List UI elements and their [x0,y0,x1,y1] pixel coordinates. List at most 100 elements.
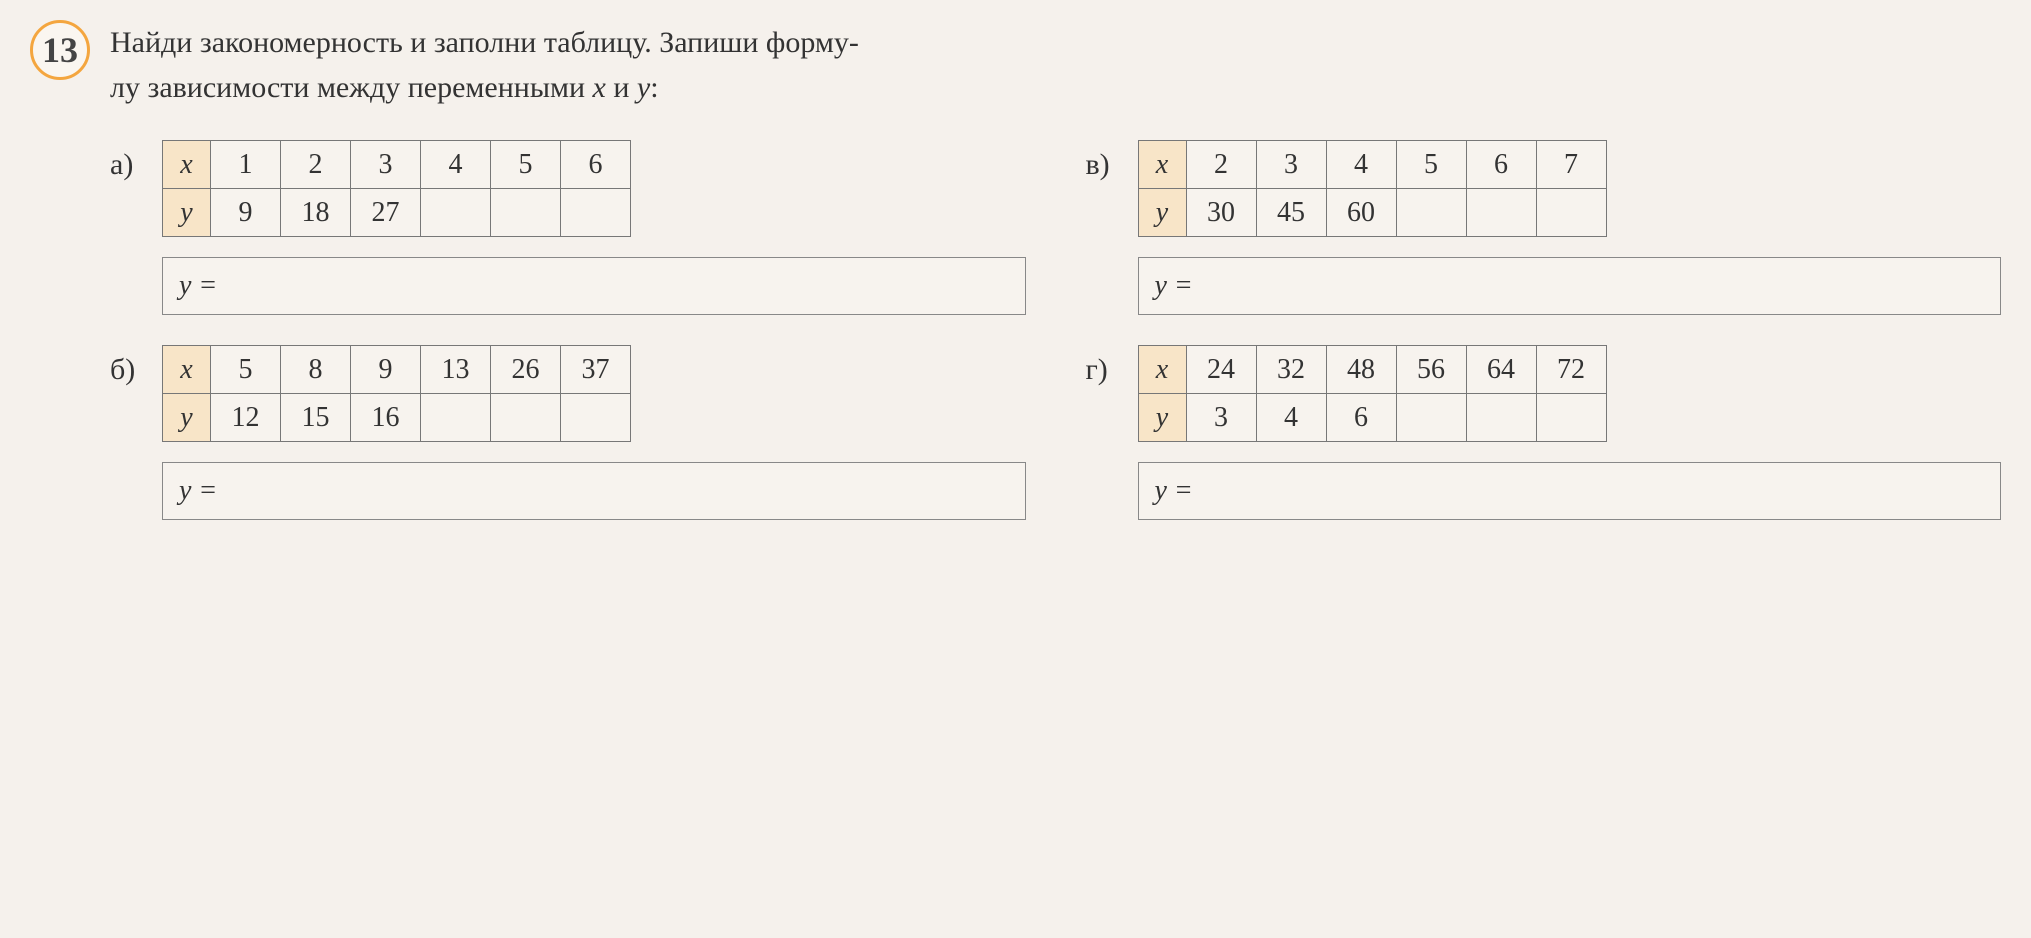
table-row: y 9 18 27 [163,189,631,237]
cell: 60 [1326,189,1396,237]
table-a: x 1 2 3 4 5 6 y 9 18 27 [162,140,631,237]
cell: 56 [1396,346,1466,394]
cell: 7 [1536,141,1606,189]
cell[interactable] [561,394,631,442]
cell: 2 [281,141,351,189]
cell: 4 [1256,394,1326,442]
formula-prefix: y = [1155,270,1193,302]
formula-prefix: y = [1155,475,1193,507]
cell[interactable] [1536,189,1606,237]
cell: 2 [1186,141,1256,189]
content-area: Найди закономерность и заполни таблицу. … [110,20,2001,520]
cell: 3 [1256,141,1326,189]
sub-label-b: б) [110,345,150,387]
cell: 1 [211,141,281,189]
formula-box-a[interactable]: y = [162,257,1026,315]
cell[interactable] [421,189,491,237]
cell: 5 [491,141,561,189]
row-label-x: x [163,141,211,189]
table-v: x 2 3 4 5 6 7 y 30 45 60 [1138,140,1607,237]
cell[interactable] [561,189,631,237]
sub-label-v: в) [1086,140,1126,182]
cell[interactable] [1396,189,1466,237]
formula-prefix: y = [179,475,217,507]
row-label-y: y [1138,189,1186,237]
formula-box-b[interactable]: y = [162,462,1026,520]
table-wrap-a: x 1 2 3 4 5 6 y 9 18 27 [162,140,1026,315]
row-label-y: y [163,394,211,442]
cell: 5 [211,346,281,394]
cell[interactable] [1466,189,1536,237]
cell[interactable] [1466,394,1536,442]
cell: 27 [351,189,421,237]
task-text: Найди закономерность и заполни таблицу. … [110,20,2001,110]
cell: 9 [211,189,281,237]
cell: 24 [1186,346,1256,394]
cell: 16 [351,394,421,442]
cell: 64 [1466,346,1536,394]
row-label-y: y [163,189,211,237]
table-block-b: б) x 5 8 9 13 26 37 y [110,345,1026,520]
sub-label-a: а) [110,140,150,182]
table-b: x 5 8 9 13 26 37 y 12 15 16 [162,345,631,442]
colon: : [650,71,658,104]
cell: 18 [281,189,351,237]
formula-prefix: y = [179,270,217,302]
table-row: x 5 8 9 13 26 37 [163,346,631,394]
cell: 8 [281,346,351,394]
cell: 3 [351,141,421,189]
table-block-g: г) x 24 32 48 56 64 72 y [1086,345,2002,520]
cell: 12 [211,394,281,442]
table-row: x 24 32 48 56 64 72 [1138,346,1606,394]
cell: 72 [1536,346,1606,394]
cell: 4 [421,141,491,189]
exercise-container: 13 Найди закономерность и заполни таблиц… [30,20,2001,520]
task-text-line1: Найди закономерность и заполни таблицу. … [110,26,859,59]
var-y: y [637,71,650,104]
table-wrap-b: x 5 8 9 13 26 37 y 12 15 16 [162,345,1026,520]
row-label-x: x [1138,141,1186,189]
task-text-line2: лу зависимости между переменными [110,71,593,104]
table-block-a: а) x 1 2 3 4 5 6 y [110,140,1026,315]
cell: 48 [1326,346,1396,394]
cell: 6 [561,141,631,189]
cell: 6 [1326,394,1396,442]
cell: 4 [1326,141,1396,189]
table-row: y 30 45 60 [1138,189,1606,237]
formula-box-g[interactable]: y = [1138,462,2002,520]
cell: 30 [1186,189,1256,237]
table-block-v: в) x 2 3 4 5 6 7 y [1086,140,2002,315]
task-number: 13 [42,29,78,71]
cell: 45 [1256,189,1326,237]
sub-label-g: г) [1086,345,1126,387]
row-label-y: y [1138,394,1186,442]
cell: 9 [351,346,421,394]
cell[interactable] [1396,394,1466,442]
cell: 3 [1186,394,1256,442]
cell: 13 [421,346,491,394]
formula-box-v[interactable]: y = [1138,257,2002,315]
cell: 5 [1396,141,1466,189]
table-wrap-g: x 24 32 48 56 64 72 y 3 4 6 [1138,345,2002,520]
table-row: x 1 2 3 4 5 6 [163,141,631,189]
cell: 26 [491,346,561,394]
cell[interactable] [1536,394,1606,442]
cell[interactable] [421,394,491,442]
cell: 37 [561,346,631,394]
cell[interactable] [491,189,561,237]
table-row: y 12 15 16 [163,394,631,442]
table-wrap-v: x 2 3 4 5 6 7 y 30 45 60 [1138,140,2002,315]
var-x: x [593,71,606,104]
row-label-x: x [1138,346,1186,394]
table-row: x 2 3 4 5 6 7 [1138,141,1606,189]
table-g: x 24 32 48 56 64 72 y 3 4 6 [1138,345,1607,442]
cell[interactable] [491,394,561,442]
tables-grid: а) x 1 2 3 4 5 6 y [110,140,2001,520]
cell: 15 [281,394,351,442]
and-text: и [606,71,637,104]
row-label-x: x [163,346,211,394]
task-number-circle: 13 [30,20,90,80]
table-row: y 3 4 6 [1138,394,1606,442]
cell: 32 [1256,346,1326,394]
cell: 6 [1466,141,1536,189]
